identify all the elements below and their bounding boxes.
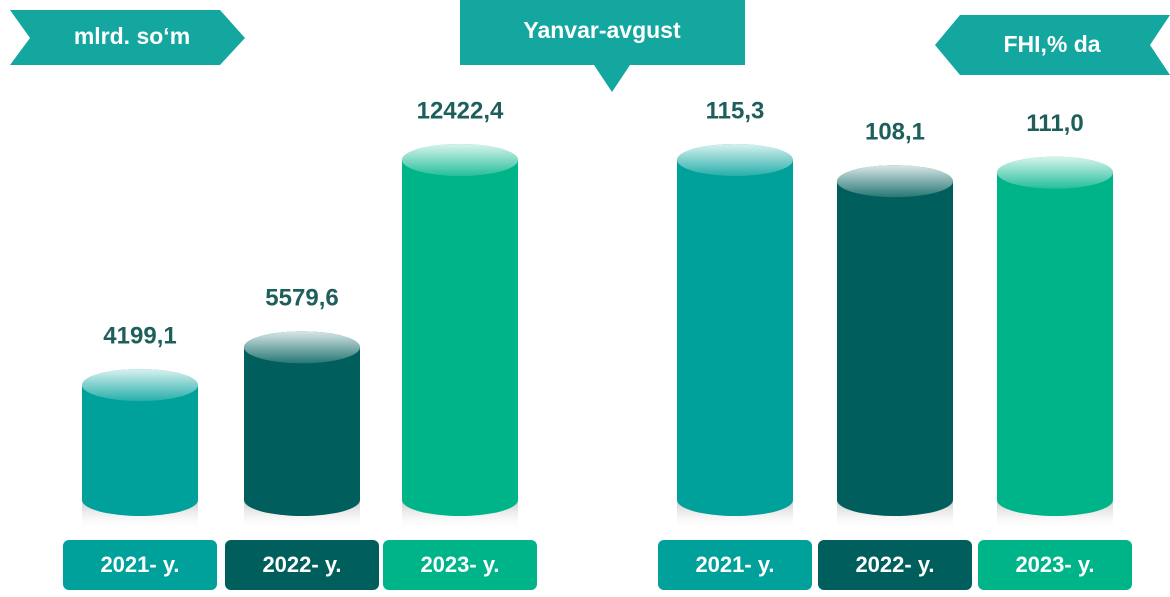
category-label: 2021- y. [100,552,179,577]
unit-label: mlrd. so‘m [74,23,190,49]
bar-cap-gloss [244,331,360,364]
category-label: 2021- y. [695,552,774,577]
category-label: 2023- y. [420,552,499,577]
title-banner [460,0,745,92]
category-label: 2023- y. [1015,552,1094,577]
unit-label: FHI,% da [1003,31,1100,57]
category-box [225,540,379,590]
bar [677,160,793,500]
category-box [818,540,972,590]
bar-cap-gloss [402,144,518,176]
unit-banner [935,15,1170,75]
category-label: 2022- y. [855,552,934,577]
value-label: 12422,4 [417,97,504,124]
value-label: 5579,6 [265,285,338,312]
category-label: 2022- y. [262,552,341,577]
value-label: 4199,1 [103,322,176,349]
bar [244,347,360,500]
value-label: 111,0 [1026,110,1083,137]
bar-cap-gloss [997,156,1113,189]
unit-banner [10,10,245,65]
charts: 4199,1 2021- y. 5579,6 2022- y. 12422,4 2023-… [63,97,1132,590]
bar [82,385,198,500]
bar [402,160,518,500]
bar-cap-gloss [82,369,198,402]
value-label: 108,1 [865,119,925,146]
bar-cap-gloss [677,144,793,176]
category-box [383,540,537,590]
bar [837,181,953,500]
category-box [658,540,812,590]
bar-cap-gloss [837,165,953,198]
title: Yanvar-avgust [523,17,681,43]
bar [997,172,1113,500]
category-box [63,540,217,590]
value-label: 115,3 [706,97,765,124]
category-box [978,540,1132,590]
